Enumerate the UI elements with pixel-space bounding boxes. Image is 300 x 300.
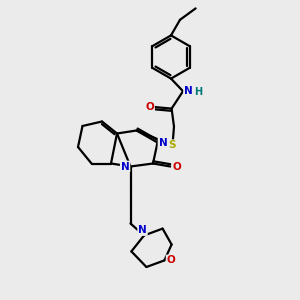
Text: N: N (158, 137, 167, 148)
Text: O: O (167, 255, 176, 266)
Text: S: S (168, 140, 176, 150)
Text: H: H (194, 87, 203, 97)
Text: O: O (172, 161, 181, 172)
Text: O: O (145, 102, 154, 112)
Text: N: N (138, 225, 147, 235)
Text: N: N (121, 161, 130, 172)
Text: N: N (184, 86, 193, 96)
